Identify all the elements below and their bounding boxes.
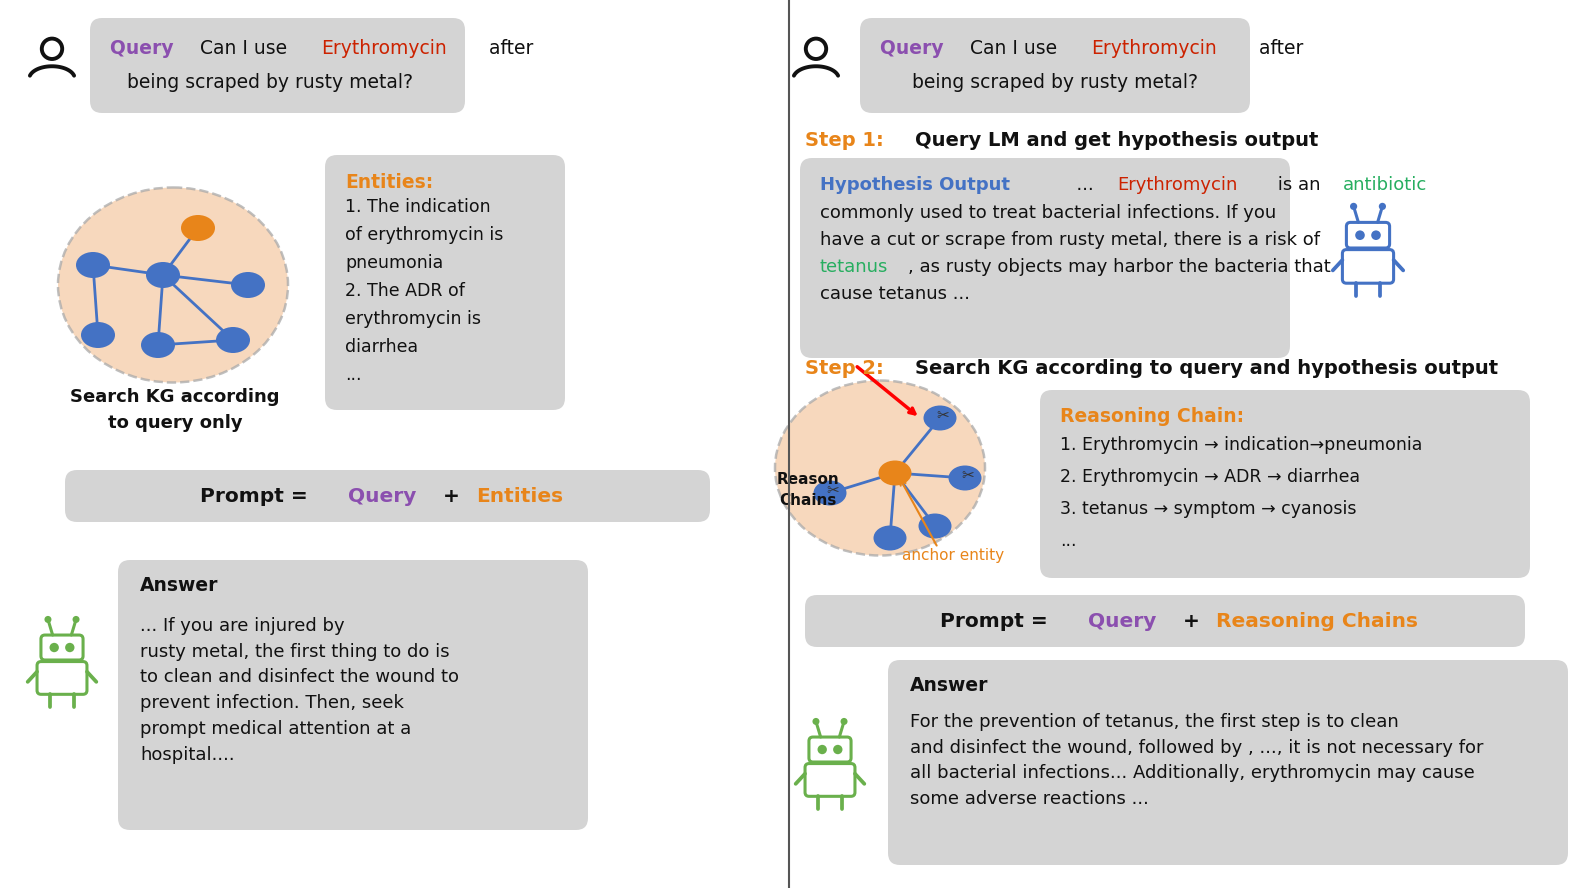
Text: antibiotic: antibiotic [1343, 176, 1427, 194]
Text: ✂: ✂ [827, 483, 839, 498]
Text: +: + [1176, 612, 1207, 630]
Circle shape [49, 643, 58, 652]
FancyBboxPatch shape [118, 560, 589, 830]
Circle shape [65, 643, 74, 652]
Text: cause tetanus ...: cause tetanus ... [821, 285, 970, 303]
Ellipse shape [58, 187, 289, 383]
Text: pneumonia: pneumonia [346, 254, 443, 272]
Text: ✂: ✂ [961, 469, 974, 483]
Text: after: after [1253, 38, 1303, 58]
Ellipse shape [814, 480, 846, 505]
Text: Reasoning Chains: Reasoning Chains [1217, 612, 1419, 630]
Text: Reason
Chains: Reason Chains [776, 472, 839, 508]
FancyBboxPatch shape [1040, 390, 1531, 578]
Text: Step 1:: Step 1: [805, 131, 890, 149]
Circle shape [817, 745, 827, 754]
Text: Reasoning Chain:: Reasoning Chain: [1060, 407, 1243, 425]
Text: diarrhea: diarrhea [346, 338, 418, 356]
Circle shape [1371, 230, 1381, 240]
Circle shape [833, 745, 843, 754]
Ellipse shape [879, 461, 912, 486]
FancyBboxPatch shape [325, 155, 565, 410]
Ellipse shape [775, 380, 985, 556]
Text: ...: ... [1065, 176, 1106, 194]
Text: being scraped by rusty metal?: being scraped by rusty metal? [126, 73, 413, 91]
Text: Entities: Entities [477, 487, 563, 505]
Text: ✂: ✂ [937, 408, 950, 424]
Ellipse shape [918, 513, 952, 538]
Circle shape [813, 718, 819, 725]
FancyBboxPatch shape [90, 18, 466, 113]
Text: Answer: Answer [911, 676, 988, 694]
Text: ...: ... [346, 366, 361, 384]
Text: Erythromycin: Erythromycin [320, 38, 447, 58]
Text: after: after [483, 38, 533, 58]
Ellipse shape [140, 332, 175, 358]
Text: anchor entity: anchor entity [903, 548, 1004, 562]
Text: Query: Query [1089, 612, 1157, 630]
FancyBboxPatch shape [805, 595, 1524, 647]
Text: Can I use: Can I use [970, 38, 1064, 58]
Text: Query: Query [881, 38, 950, 58]
Text: Search KG according to query and hypothesis output: Search KG according to query and hypothe… [915, 359, 1499, 377]
Ellipse shape [923, 406, 956, 431]
Text: Query LM and get hypothesis output: Query LM and get hypothesis output [915, 131, 1319, 149]
Text: Can I use: Can I use [200, 38, 294, 58]
Ellipse shape [181, 215, 215, 241]
Circle shape [44, 616, 52, 623]
Ellipse shape [216, 327, 249, 353]
Text: commonly used to treat bacterial infections. If you: commonly used to treat bacterial infecti… [821, 204, 1277, 222]
Circle shape [841, 718, 847, 725]
Text: , as rusty objects may harbor the bacteria that: , as rusty objects may harbor the bacter… [909, 258, 1330, 276]
Ellipse shape [874, 526, 906, 551]
Text: have a cut or scrape from rusty metal, there is a risk of: have a cut or scrape from rusty metal, t… [821, 231, 1321, 249]
Text: Erythromycin: Erythromycin [1117, 176, 1237, 194]
Ellipse shape [80, 322, 115, 348]
Text: being scraped by rusty metal?: being scraped by rusty metal? [912, 73, 1198, 91]
Text: For the prevention of tetanus, the first step is to clean
and disinfect the woun: For the prevention of tetanus, the first… [911, 713, 1483, 808]
FancyBboxPatch shape [800, 158, 1289, 358]
Circle shape [73, 616, 79, 623]
Text: 1. The indication: 1. The indication [346, 198, 491, 216]
Text: erythromycin is: erythromycin is [346, 310, 481, 328]
Text: Query: Query [349, 487, 417, 505]
Ellipse shape [948, 465, 982, 490]
FancyBboxPatch shape [860, 18, 1250, 113]
Text: Prompt =: Prompt = [940, 612, 1054, 630]
Text: 2. Erythromycin → ADR → diarrhea: 2. Erythromycin → ADR → diarrhea [1060, 468, 1360, 486]
Text: Step 2:: Step 2: [805, 359, 890, 377]
Text: 2. The ADR of: 2. The ADR of [346, 282, 466, 300]
Ellipse shape [76, 252, 110, 278]
Text: of erythromycin is: of erythromycin is [346, 226, 503, 244]
Circle shape [1379, 202, 1385, 210]
Text: Query: Query [110, 38, 180, 58]
Text: ... If you are injured by
rusty metal, the first thing to do is
to clean and dis: ... If you are injured by rusty metal, t… [140, 617, 459, 764]
Text: Entities:: Entities: [346, 172, 434, 192]
Text: 1. Erythromycin → indication→pneumonia: 1. Erythromycin → indication→pneumonia [1060, 436, 1422, 454]
Text: Answer: Answer [140, 575, 218, 594]
Ellipse shape [147, 262, 180, 288]
FancyBboxPatch shape [65, 470, 710, 522]
Text: 3. tetanus → symptom → cyanosis: 3. tetanus → symptom → cyanosis [1060, 500, 1357, 518]
Text: +: + [436, 487, 467, 505]
Circle shape [1356, 230, 1365, 240]
Text: Hypothesis Output: Hypothesis Output [821, 176, 1010, 194]
Ellipse shape [230, 272, 265, 298]
Text: is an: is an [1272, 176, 1327, 194]
Text: Prompt =: Prompt = [200, 487, 314, 505]
Text: tetanus: tetanus [821, 258, 888, 276]
Text: Erythromycin: Erythromycin [1090, 38, 1217, 58]
Text: ...: ... [1060, 532, 1076, 550]
Circle shape [1351, 202, 1357, 210]
FancyBboxPatch shape [888, 660, 1569, 865]
Text: Search KG according
to query only: Search KG according to query only [71, 388, 279, 432]
